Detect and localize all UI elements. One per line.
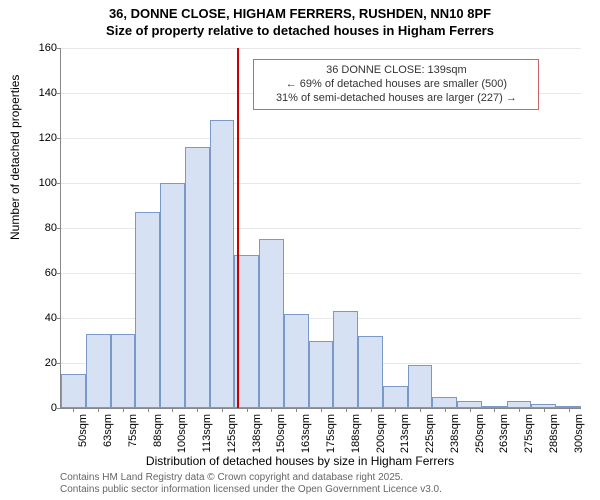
x-tick-mark — [73, 408, 74, 412]
y-tick-mark — [57, 48, 61, 49]
annotation-line: 31% of semi-detached houses are larger (… — [260, 91, 532, 105]
histogram-bar — [309, 341, 334, 409]
footer-line1: Contains HM Land Registry data © Crown c… — [60, 472, 403, 483]
x-tick-mark — [98, 408, 99, 412]
x-tick-label: 225sqm — [424, 414, 436, 453]
y-tick-mark — [57, 408, 61, 409]
histogram-bar — [432, 397, 457, 408]
x-tick-label: 213sqm — [399, 414, 411, 453]
histogram-bar — [160, 183, 185, 408]
x-tick-mark — [420, 408, 421, 412]
y-tick-mark — [57, 228, 61, 229]
histogram-bar — [135, 212, 160, 408]
y-tick-mark — [57, 318, 61, 319]
y-tick-label: 0 — [29, 402, 57, 414]
y-tick-mark — [57, 183, 61, 184]
y-tick-label: 80 — [29, 222, 57, 234]
marker-line — [237, 48, 239, 408]
footer-attribution: Contains HM Land Registry data © Crown c… — [60, 472, 590, 496]
x-tick-label: 125sqm — [226, 414, 238, 453]
y-tick-mark — [57, 93, 61, 94]
x-tick-label: 263sqm — [498, 414, 510, 453]
annotation-line: 36 DONNE CLOSE: 139sqm — [260, 63, 532, 77]
y-tick-mark — [57, 138, 61, 139]
x-tick-label: 238sqm — [449, 414, 461, 453]
x-tick-mark — [123, 408, 124, 412]
x-tick-mark — [519, 408, 520, 412]
x-tick-label: 63sqm — [102, 414, 114, 447]
x-tick-label: 188sqm — [350, 414, 362, 453]
x-tick-label: 288sqm — [548, 414, 560, 453]
x-tick-mark — [494, 408, 495, 412]
x-tick-mark — [271, 408, 272, 412]
x-tick-mark — [321, 408, 322, 412]
histogram-bar — [284, 314, 309, 409]
histogram-bar — [259, 239, 284, 408]
chart-title-line1: 36, DONNE CLOSE, HIGHAM FERRERS, RUSHDEN… — [109, 6, 491, 21]
y-tick-label: 20 — [29, 357, 57, 369]
x-tick-mark — [247, 408, 248, 412]
x-tick-label: 88sqm — [152, 414, 164, 447]
x-tick-mark — [172, 408, 173, 412]
x-tick-mark — [470, 408, 471, 412]
y-tick-label: 120 — [29, 132, 57, 144]
x-axis-label: Distribution of detached houses by size … — [0, 454, 600, 468]
x-tick-label: 163sqm — [300, 414, 312, 453]
footer-line2: Contains public sector information licen… — [60, 484, 442, 495]
gridline — [61, 138, 581, 139]
y-tick-label: 60 — [29, 267, 57, 279]
x-tick-mark — [395, 408, 396, 412]
y-tick-label: 40 — [29, 312, 57, 324]
x-tick-label: 175sqm — [325, 414, 337, 453]
x-tick-label: 250sqm — [474, 414, 486, 453]
histogram-bar — [457, 401, 482, 408]
histogram-bar — [333, 311, 358, 408]
histogram-bar — [185, 147, 210, 408]
x-tick-mark — [346, 408, 347, 412]
chart-title-line2: Size of property relative to detached ho… — [106, 23, 494, 38]
x-tick-mark — [148, 408, 149, 412]
x-tick-mark — [197, 408, 198, 412]
x-tick-mark — [222, 408, 223, 412]
x-tick-label: 75sqm — [127, 414, 139, 447]
x-tick-label: 138sqm — [251, 414, 263, 453]
y-tick-label: 160 — [29, 42, 57, 54]
x-tick-label: 200sqm — [375, 414, 387, 453]
y-tick-mark — [57, 273, 61, 274]
x-tick-mark — [445, 408, 446, 412]
annotation-box: 36 DONNE CLOSE: 139sqm← 69% of detached … — [253, 59, 539, 110]
x-tick-label: 100sqm — [176, 414, 188, 453]
gridline — [61, 183, 581, 184]
annotation-line: ← 69% of detached houses are smaller (50… — [260, 77, 532, 91]
x-tick-label: 150sqm — [275, 414, 287, 453]
y-tick-label: 100 — [29, 177, 57, 189]
histogram-bar — [86, 334, 111, 408]
x-tick-mark — [296, 408, 297, 412]
y-axis-label: Number of detached properties — [8, 75, 22, 240]
histogram-bar — [111, 334, 136, 408]
histogram-bar — [408, 365, 433, 408]
x-tick-label: 113sqm — [201, 414, 213, 452]
histogram-bar — [507, 401, 532, 408]
histogram-bar — [210, 120, 235, 408]
x-tick-mark — [371, 408, 372, 412]
y-tick-mark — [57, 363, 61, 364]
x-tick-label: 50sqm — [77, 414, 89, 447]
y-tick-label: 140 — [29, 87, 57, 99]
histogram-bar — [61, 374, 86, 408]
x-tick-mark — [569, 408, 570, 412]
x-tick-label: 275sqm — [523, 414, 535, 453]
gridline — [61, 48, 581, 49]
histogram-bar — [383, 386, 408, 409]
histogram-plot: 02040608010012014016050sqm63sqm75sqm88sq… — [60, 48, 581, 409]
x-tick-label: 300sqm — [573, 414, 585, 453]
x-tick-mark — [544, 408, 545, 412]
histogram-bar — [358, 336, 383, 408]
